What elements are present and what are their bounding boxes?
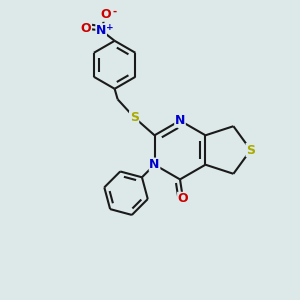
- Text: N: N: [175, 114, 185, 127]
- Text: -: -: [112, 7, 117, 17]
- Text: O: O: [178, 192, 188, 206]
- Text: S: S: [130, 111, 139, 124]
- Text: O: O: [100, 8, 111, 21]
- Text: N: N: [149, 158, 160, 171]
- Text: N: N: [96, 24, 106, 37]
- Text: O: O: [81, 22, 92, 35]
- Text: S: S: [246, 143, 255, 157]
- Text: +: +: [106, 23, 114, 32]
